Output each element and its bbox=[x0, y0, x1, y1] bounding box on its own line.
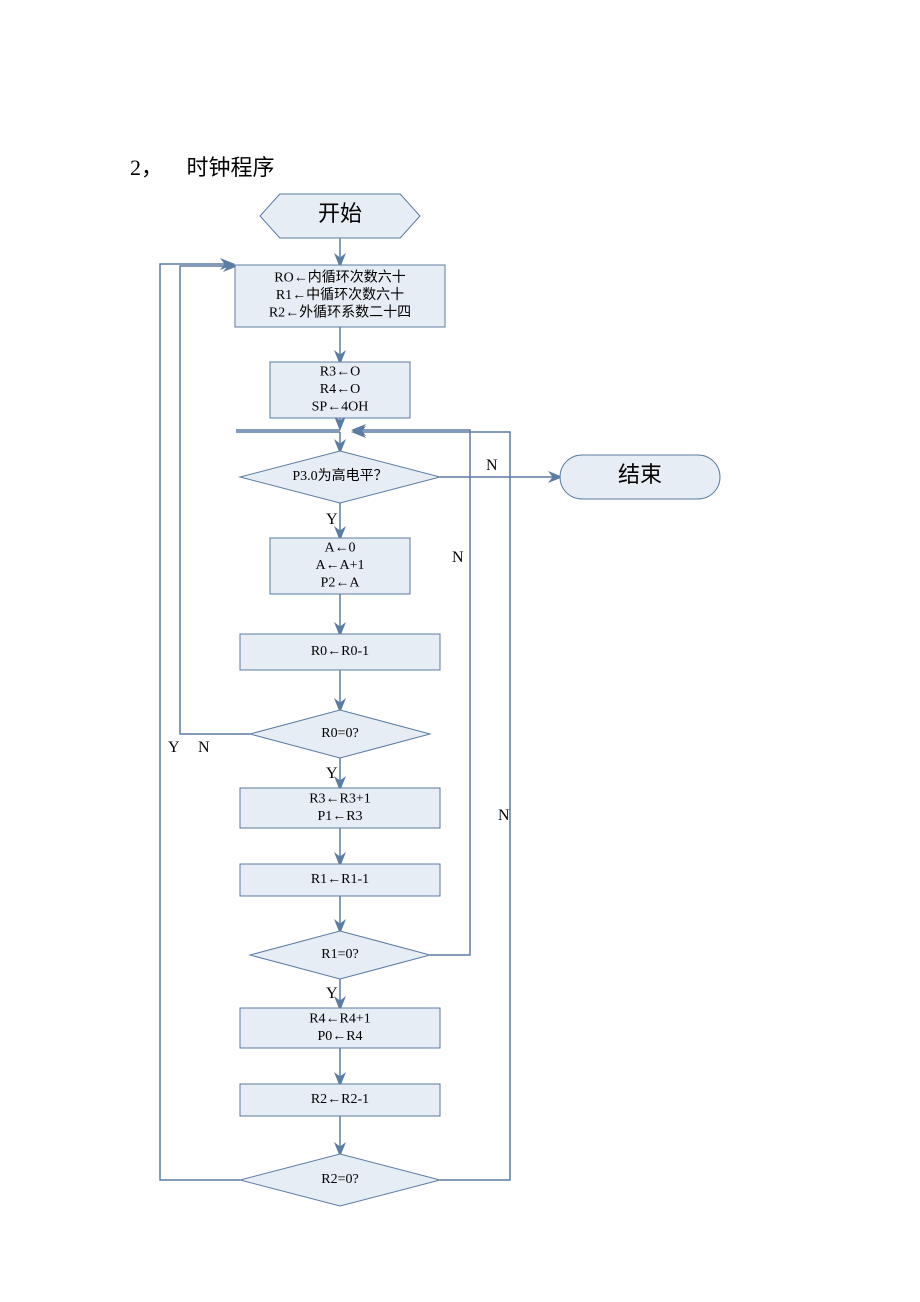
edge-label: N bbox=[198, 739, 210, 756]
node-text: A←0 bbox=[324, 541, 355, 556]
node-text: R3←R3+1 bbox=[309, 791, 371, 806]
node-text: R1=0? bbox=[321, 947, 358, 962]
edge-label: N bbox=[486, 457, 498, 474]
node-text: R3←O bbox=[320, 365, 360, 380]
node-text: 开始 bbox=[318, 201, 362, 226]
node-text: P2←A bbox=[321, 576, 361, 591]
node-text: R1←R1-1 bbox=[311, 872, 369, 887]
flow-edge bbox=[160, 264, 240, 1180]
edge-label: Y bbox=[168, 739, 180, 756]
node-text: R0=0? bbox=[321, 726, 358, 741]
edge-label: N bbox=[498, 807, 510, 824]
node-text: R2=0? bbox=[321, 1172, 358, 1187]
node-text: R4←O bbox=[320, 382, 360, 397]
node-text: R2←R2-1 bbox=[311, 1092, 369, 1107]
node-text: 结束 bbox=[618, 462, 662, 487]
node-init2: R3←O R4←O SP←4OH bbox=[270, 362, 410, 418]
node-d2: R0=0? bbox=[250, 710, 430, 758]
node-text: R4←R4+1 bbox=[309, 1011, 371, 1026]
node-p4: R1←R1-1 bbox=[240, 864, 440, 896]
node-d4: R2=0? bbox=[240, 1154, 440, 1206]
node-text: P0←R4 bbox=[317, 1029, 362, 1044]
node-start: 开始 bbox=[260, 194, 420, 238]
node-p5: R4←R4+1 P0←R4 bbox=[240, 1008, 440, 1048]
node-text: P3.0为高电平？ bbox=[292, 467, 387, 484]
node-init1: RO←内循环次数六十R1←中循环次数六十 R2←外循环系数二十四 bbox=[235, 265, 445, 327]
node-text: RO←内循环次数六十 bbox=[274, 270, 405, 286]
flowchart-diagram: Y N Y Y N N N Y 开始 RO←内循环次数六十R1←中循环次数六十 R2←外循环系数二十… bbox=[0, 0, 920, 1302]
node-text: SP←4OH bbox=[312, 400, 369, 415]
edge-label: Y bbox=[326, 511, 338, 528]
node-text: R0←R0-1 bbox=[311, 644, 369, 659]
node-p2: R0←R0-1 bbox=[240, 634, 440, 670]
node-p6: R2←R2-1 bbox=[240, 1084, 440, 1116]
edge-label: Y bbox=[326, 985, 338, 1002]
node-p3: R3←R3+1 P1←R3 bbox=[240, 788, 440, 828]
node-d3: R1=0? bbox=[250, 931, 430, 979]
node-text: P1←R3 bbox=[317, 809, 362, 824]
node-text: R1←中循环次数六十 bbox=[276, 287, 404, 303]
nodes: 开始 RO←内循环次数六十R1←中循环次数六十 R2←外循环系数二十四 R3←O R4←… bbox=[235, 194, 720, 1206]
edge-label: N bbox=[452, 549, 464, 566]
edge-label: Y bbox=[326, 765, 338, 782]
node-text: R2←外循环系数二十四 bbox=[269, 305, 411, 321]
node-d1: P3.0为高电平？ bbox=[240, 451, 440, 503]
node-text: A←A+1 bbox=[315, 558, 364, 573]
node-p1: A←0 A←A+1 P2←A bbox=[270, 538, 410, 594]
node-end: 结束 bbox=[560, 455, 720, 499]
